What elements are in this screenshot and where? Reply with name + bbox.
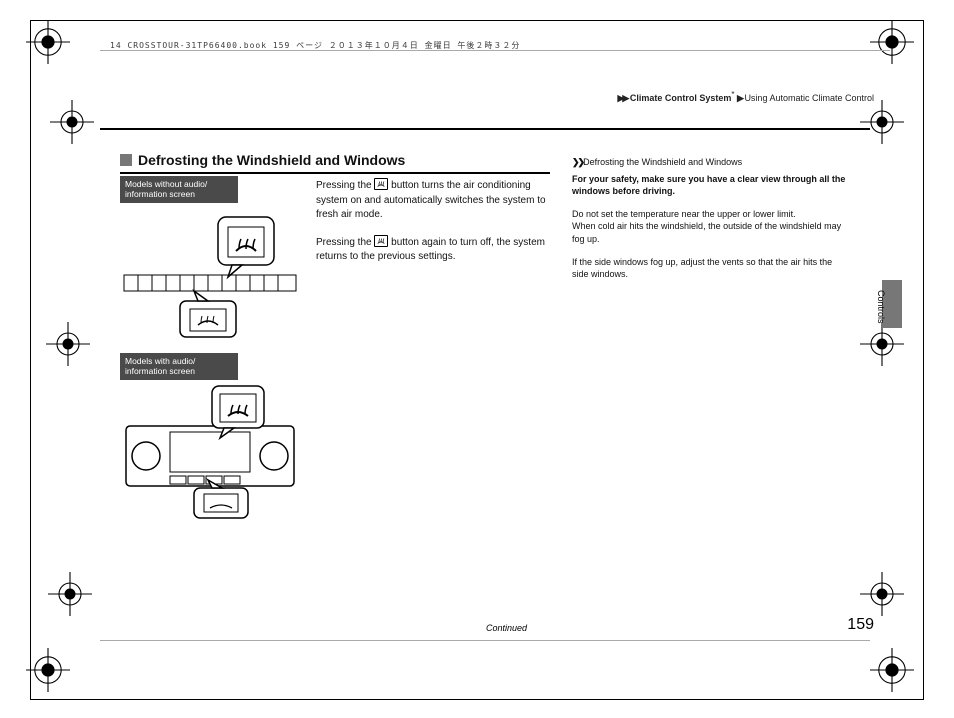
illustration-with-audio: Models with audio/ information screen (120, 353, 300, 513)
asterisk: * (731, 90, 734, 99)
heading-text: Defrosting the Windshield and Windows (138, 152, 405, 168)
breadcrumb: ▶▶ Climate Control System* ▶ Using Autom… (617, 90, 874, 104)
footer-rule (100, 640, 870, 641)
illus-label-line: Models with audio/ (125, 356, 195, 366)
sidenote-angle-icon: ❯❯ (572, 157, 583, 167)
breadcrumb-sep: ▶ (737, 93, 742, 103)
registration-mark (48, 572, 92, 616)
illus-label-line: information screen (125, 366, 195, 376)
breadcrumb-section: Climate Control System (630, 93, 732, 103)
breadcrumb-arrows: ▶▶ (617, 93, 627, 103)
body-text: Pressing the button turns the air condit… (316, 178, 552, 277)
header-rule (100, 128, 870, 130)
body-p1a: Pressing the (316, 180, 374, 191)
page-number: 159 (847, 616, 874, 634)
illus-label-2: Models with audio/ information screen (120, 353, 238, 380)
section-tab-label: Controls (876, 290, 886, 324)
registration-mark (26, 20, 70, 64)
illustration-without-audio: Models without audio/ information screen (120, 176, 300, 336)
heading-square-icon (120, 154, 132, 166)
side-note: ❯❯Defrosting the Windshield and Windows … (572, 156, 846, 291)
registration-mark (50, 100, 94, 144)
section-heading: Defrosting the Windshield and Windows (120, 152, 550, 174)
dashboard-without-audio-icon (120, 203, 300, 343)
defrost-button-icon (374, 235, 388, 247)
sidenote-p2: When cold air hits the windshield, the o… (572, 221, 841, 244)
registration-mark (870, 20, 914, 64)
dashboard-with-audio-icon (120, 380, 300, 520)
illus-label-line: Models without audio/ (125, 179, 207, 189)
illus-label-1: Models without audio/ information screen (120, 176, 238, 203)
sidenote-safety: For your safety, make sure you have a cl… (572, 173, 846, 198)
registration-mark (46, 322, 90, 366)
registration-mark (860, 572, 904, 616)
registration-mark (860, 100, 904, 144)
continued-label: Continued (486, 623, 527, 633)
body-p2a: Pressing the (316, 237, 374, 248)
breadcrumb-subsection: Using Automatic Climate Control (744, 93, 874, 103)
sidenote-title: Defrosting the Windshield and Windows (583, 157, 742, 167)
defrost-button-icon (374, 178, 388, 190)
registration-mark (860, 322, 904, 366)
registration-mark (26, 648, 70, 692)
registration-mark (870, 648, 914, 692)
illus-label-line: information screen (125, 189, 195, 199)
sidenote-p3: If the side windows fog up, adjust the v… (572, 256, 846, 281)
sidenote-p1: Do not set the temperature near the uppe… (572, 209, 796, 219)
doc-meta-rule (100, 50, 890, 51)
